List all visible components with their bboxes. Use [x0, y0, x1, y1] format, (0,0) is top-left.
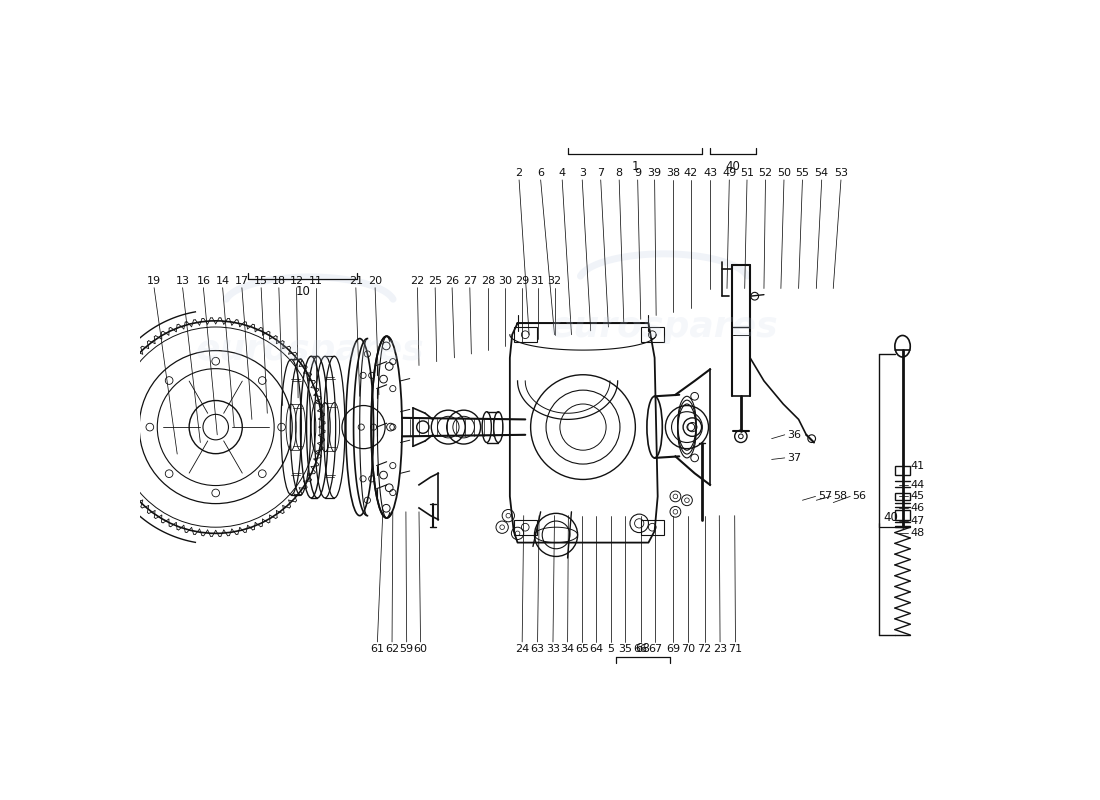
- Text: 51: 51: [740, 168, 754, 178]
- Text: 58: 58: [834, 491, 847, 502]
- Text: 5: 5: [607, 644, 614, 654]
- Text: 50: 50: [777, 168, 791, 178]
- Text: 32: 32: [548, 276, 562, 286]
- Text: 48: 48: [911, 528, 924, 538]
- Text: 57: 57: [818, 491, 832, 502]
- Text: 3: 3: [579, 168, 585, 178]
- Text: 72: 72: [697, 644, 712, 654]
- Text: 22: 22: [410, 276, 425, 286]
- Text: 41: 41: [911, 461, 924, 470]
- Text: 24: 24: [515, 644, 529, 654]
- Text: 60: 60: [414, 644, 428, 654]
- Text: 62: 62: [385, 644, 399, 654]
- Text: 8: 8: [616, 168, 623, 178]
- Text: 25: 25: [428, 276, 442, 286]
- Text: 56: 56: [852, 491, 867, 502]
- Bar: [640, 519, 664, 535]
- Text: 42: 42: [684, 168, 697, 178]
- Text: 13: 13: [176, 276, 189, 286]
- Text: 64: 64: [588, 644, 603, 654]
- Text: 11: 11: [309, 276, 322, 286]
- Text: eurospares: eurospares: [550, 310, 778, 344]
- Text: 29: 29: [515, 276, 529, 286]
- Text: 52: 52: [758, 168, 772, 178]
- Text: 35: 35: [618, 644, 632, 654]
- Text: 36: 36: [788, 430, 801, 440]
- Text: 14: 14: [216, 276, 230, 286]
- Text: 9: 9: [634, 168, 641, 178]
- Text: 21: 21: [349, 276, 363, 286]
- Text: 61: 61: [371, 644, 384, 654]
- Text: 59: 59: [399, 644, 414, 654]
- Text: 18: 18: [272, 276, 286, 286]
- Bar: [895, 510, 911, 519]
- Text: 39: 39: [648, 168, 662, 178]
- Text: eurospares: eurospares: [196, 333, 424, 367]
- Text: 55: 55: [795, 168, 810, 178]
- Text: 23: 23: [713, 644, 727, 654]
- Text: 49: 49: [723, 168, 736, 178]
- Text: 53: 53: [834, 168, 848, 178]
- Text: 71: 71: [728, 644, 743, 654]
- Text: 31: 31: [530, 276, 544, 286]
- Text: 70: 70: [681, 644, 695, 654]
- Text: 17: 17: [234, 276, 249, 286]
- Text: 4: 4: [559, 168, 565, 178]
- Text: 7: 7: [597, 168, 604, 178]
- Text: 43: 43: [703, 168, 717, 178]
- Text: 16: 16: [197, 276, 210, 286]
- Text: 10: 10: [295, 285, 310, 298]
- Text: 19: 19: [147, 276, 162, 286]
- Text: 45: 45: [911, 491, 924, 502]
- Text: 27: 27: [463, 276, 477, 286]
- Text: 40: 40: [726, 159, 740, 173]
- Text: 6: 6: [537, 168, 544, 178]
- Bar: [640, 327, 664, 342]
- Bar: [514, 327, 537, 342]
- Text: 2: 2: [516, 168, 522, 178]
- Bar: [895, 493, 911, 500]
- Text: 20: 20: [368, 276, 382, 286]
- Text: 37: 37: [788, 453, 801, 463]
- Text: 63: 63: [530, 644, 544, 654]
- Text: 65: 65: [575, 644, 590, 654]
- Text: 34: 34: [561, 644, 574, 654]
- Text: 44: 44: [911, 480, 924, 490]
- Text: 66: 66: [634, 644, 648, 654]
- Text: 69: 69: [666, 644, 680, 654]
- Bar: [514, 519, 537, 535]
- Text: 28: 28: [481, 276, 495, 286]
- Text: 12: 12: [289, 276, 304, 286]
- Text: 1: 1: [631, 159, 639, 173]
- Text: 68: 68: [636, 642, 650, 655]
- Text: 47: 47: [911, 516, 924, 526]
- Bar: [895, 466, 911, 475]
- Text: 46: 46: [911, 503, 924, 513]
- Text: 30: 30: [498, 276, 513, 286]
- Text: 38: 38: [666, 168, 680, 178]
- Text: 26: 26: [446, 276, 459, 286]
- Text: 54: 54: [815, 168, 828, 178]
- Text: 33: 33: [546, 644, 560, 654]
- Text: 15: 15: [254, 276, 268, 286]
- Text: 67: 67: [648, 644, 662, 654]
- Text: 40: 40: [883, 511, 899, 525]
